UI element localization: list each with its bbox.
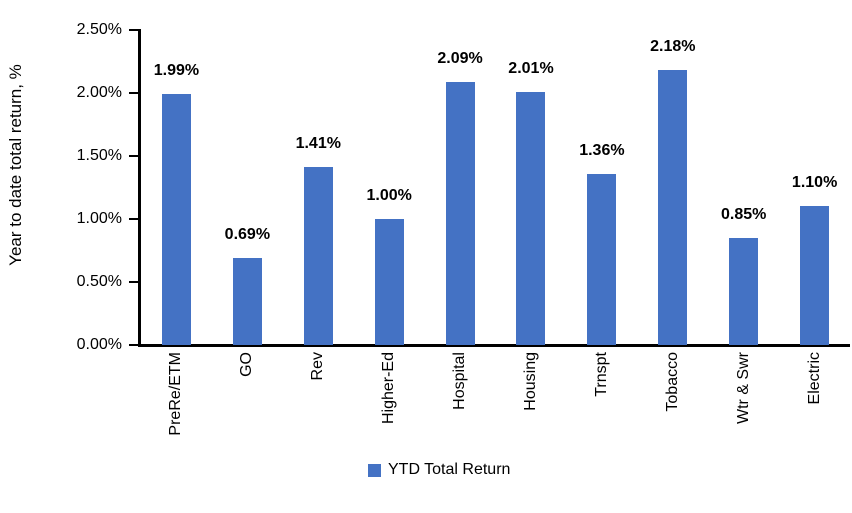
- x-axis-label: Rev: [309, 352, 326, 381]
- bar-value-label: 2.01%: [508, 59, 554, 77]
- y-tick-mark: [129, 281, 139, 283]
- bar-slot: 1.41%: [283, 30, 354, 345]
- legend-swatch-icon: [368, 463, 381, 477]
- bar: [374, 219, 404, 345]
- legend-label: YTD Total Return: [388, 461, 511, 478]
- bar: [232, 258, 262, 345]
- y-axis-title: Year to date total return, %: [6, 64, 25, 266]
- x-axis-label: Tobacco: [664, 352, 681, 412]
- bar: [161, 94, 191, 345]
- x-axis-line: [138, 344, 850, 347]
- bar: [587, 173, 617, 345]
- y-tick-label: 2.00%: [76, 84, 122, 101]
- x-axis-label: GO: [238, 352, 255, 377]
- bar-slot: 1.10%: [779, 30, 850, 345]
- bar: [303, 167, 333, 345]
- y-tick-label: 1.50%: [76, 147, 122, 164]
- bar-value-label: 1.00%: [366, 187, 412, 204]
- bar-value-label: 1.36%: [579, 141, 625, 159]
- y-tick-mark: [129, 92, 139, 94]
- plot-area: 1.99% 0.69% 1.41% 1.00% 2.09% 2.01% 1.36% 2.18%…: [141, 30, 850, 345]
- x-axis-label: Higher-Ed: [380, 352, 397, 425]
- bar-value-label: 1.10%: [791, 174, 838, 192]
- x-axis-label: Hospital: [451, 352, 468, 410]
- y-tick-mark: [129, 218, 139, 220]
- bar-value-label: 2.09%: [437, 49, 483, 67]
- bar: [658, 70, 688, 345]
- x-axis-label: Housing: [522, 352, 539, 411]
- y-tick-label: 0.50%: [76, 273, 122, 290]
- bar-value-label: 2.18%: [650, 38, 696, 56]
- y-tick-label: 1.00%: [76, 210, 122, 227]
- bar: [729, 237, 759, 345]
- x-axis-label: Trnspt: [593, 352, 610, 397]
- y-axis-line: [138, 29, 141, 347]
- y-tick-label: 0.00%: [76, 336, 122, 353]
- bar-slot: 2.09%: [425, 30, 496, 345]
- bar-slot: 1.36%: [566, 30, 637, 345]
- x-axis-label: Wtr & Swr: [735, 352, 752, 424]
- bar: [800, 206, 830, 345]
- bar: [445, 81, 475, 345]
- bar-slot: 1.00%: [354, 30, 425, 345]
- bar-slot: 2.18%: [637, 30, 708, 345]
- bar-slot: 0.69%: [212, 30, 283, 345]
- bar-slot: 1.99%: [141, 30, 212, 345]
- bar-slot: 2.01%: [496, 30, 567, 345]
- bar-value-label: 1.99%: [153, 62, 200, 80]
- bar-value-label: 0.85%: [721, 205, 767, 223]
- y-tick-mark: [129, 344, 139, 346]
- x-axis-label: PreRe/ETM: [167, 352, 184, 436]
- y-tick-mark: [129, 155, 139, 157]
- bar: [516, 91, 546, 345]
- y-tick-mark: [129, 29, 139, 31]
- x-axis-label: Electric: [806, 352, 823, 405]
- bar-value-label: 1.41%: [295, 135, 341, 153]
- bar-value-label: 0.69%: [224, 226, 271, 244]
- y-tick-label: 2.50%: [76, 21, 122, 38]
- legend: YTD Total Return: [368, 461, 510, 479]
- bar-slot: 0.85%: [708, 30, 779, 345]
